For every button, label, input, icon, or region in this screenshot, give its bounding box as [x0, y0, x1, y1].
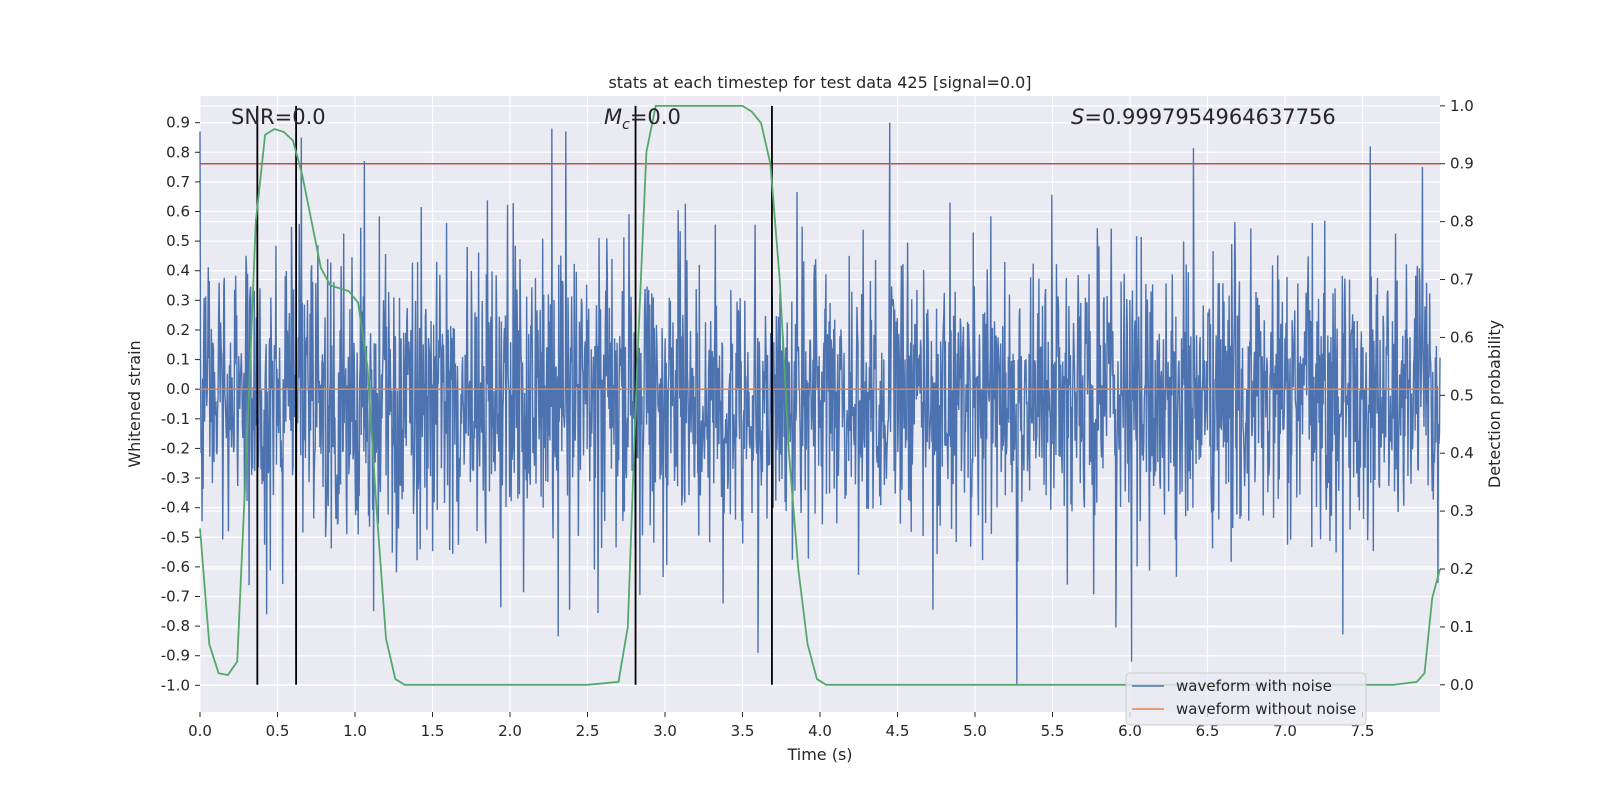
y-axis-label-right: Detection probability [1485, 320, 1504, 488]
y-tick-label-right: 0.1 [1450, 618, 1474, 636]
x-tick-label: 0.5 [266, 722, 290, 740]
y-tick-label-left: -0.1 [161, 410, 190, 428]
x-tick-label: 2.0 [498, 722, 522, 740]
x-tick-label: 4.5 [886, 722, 910, 740]
x-tick-label: 5.0 [963, 722, 987, 740]
legend-label-clean: waveform without noise [1176, 700, 1356, 718]
x-tick-label: 6.5 [1196, 722, 1220, 740]
y-tick-label-right: 0.5 [1450, 386, 1474, 404]
x-tick-label: 0.0 [188, 722, 212, 740]
y-tick-label-left: 0.8 [166, 143, 190, 161]
y-tick-label-left: 0.4 [166, 262, 190, 280]
y-tick-label-left: -1.0 [161, 676, 190, 694]
x-tick-label: 7.0 [1273, 722, 1297, 740]
y-axis-label-left: Whitened strain [125, 340, 144, 467]
chirp-mass-symbol: M [604, 105, 622, 129]
y-tick-label-right: 0.7 [1450, 271, 1474, 289]
y-tick-label-left: 0.3 [166, 291, 190, 309]
chirp-mass-annotation: Mc=0.0 [604, 105, 681, 133]
x-tick-label: 4.0 [808, 722, 832, 740]
y-tick-label-left: -0.2 [161, 439, 190, 457]
y-tick-label-right: 0.4 [1450, 444, 1474, 462]
x-tick-label: 2.5 [576, 722, 600, 740]
y-tick-label-left: -0.7 [161, 588, 190, 606]
x-tick-label: 3.5 [731, 722, 755, 740]
waveform-with-noise-series [199, 122, 1441, 686]
y-tick-label-left: -0.8 [161, 617, 190, 635]
y-tick-label-left: 0.9 [166, 114, 190, 132]
y-tick-label-right: 0.6 [1450, 328, 1474, 346]
chirp-mass-subscript: c [622, 117, 630, 133]
legend-label-noisy: waveform with noise [1176, 677, 1332, 695]
y-tick-label-left: -0.5 [161, 528, 190, 546]
chart-title: stats at each timestep for test data 425… [608, 73, 1031, 92]
x-tick-label: 3.0 [653, 722, 677, 740]
snr-annotation: SNR=0.0 [231, 105, 326, 129]
y-tick-label-right: 0.3 [1450, 502, 1474, 520]
y-tick-label-right: 0.0 [1450, 676, 1474, 694]
axes: 0.0 0.5 1.0 1.5 2.0 2.5 3.0 3.5 4.0 4.5 5.0 5.5 6.0 6… [161, 97, 1474, 740]
x-tick-label: 5.5 [1041, 722, 1065, 740]
detection-probability-series [199, 104, 1441, 686]
detection-probability-line [199, 104, 1441, 686]
x-axis-label: Time (s) [786, 745, 852, 764]
y-tick-label-right: 1.0 [1450, 97, 1474, 115]
chirp-mass-value: =0.0 [630, 105, 681, 129]
y-tick-label-left: 0.0 [166, 380, 190, 398]
x-tick-label: 7.5 [1351, 722, 1375, 740]
y-tick-label-left: -0.6 [161, 558, 190, 576]
y-tick-label-right: 0.2 [1450, 560, 1474, 578]
waveform-with-noise-line [199, 122, 1441, 686]
x-tick-label: 1.5 [421, 722, 445, 740]
x-tick-label: 1.0 [343, 722, 367, 740]
y-tick-label-left: -0.3 [161, 469, 190, 487]
x-tick-label: 6.0 [1118, 722, 1142, 740]
y-tick-label-left: 0.5 [166, 232, 190, 250]
score-value: =0.9997954964637756 [1084, 105, 1335, 129]
y-tick-label-left: -0.9 [161, 647, 190, 665]
y-tick-label-left: -0.4 [161, 499, 190, 517]
legend: waveform with noise waveform without noi… [1125, 672, 1367, 726]
y-tick-label-left: 0.7 [166, 173, 190, 191]
score-symbol: S [1071, 105, 1084, 129]
y-tick-label-left: 0.2 [166, 321, 190, 339]
y-tick-label-left: 0.6 [166, 203, 190, 221]
y-tick-label-left: 0.1 [166, 351, 190, 369]
y-tick-label-right: 0.9 [1450, 155, 1474, 173]
score-annotation: S=0.9997954964637756 [1071, 105, 1336, 129]
y-tick-label-right: 0.8 [1450, 213, 1474, 231]
legend-box [1125, 672, 1367, 726]
